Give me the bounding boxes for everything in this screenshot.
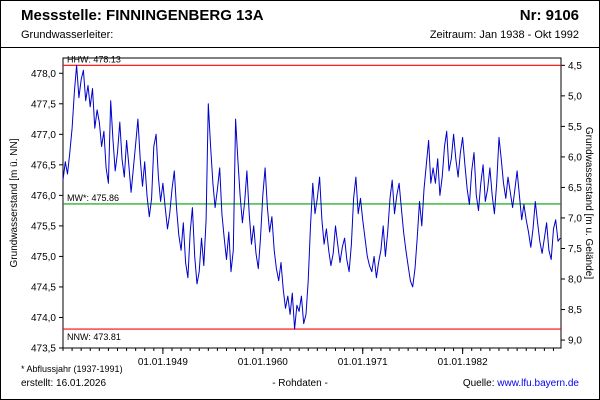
x-tick-label: 01.01.1949 (138, 357, 188, 368)
source-link[interactable]: www.lfu.bayern.de (497, 378, 579, 389)
groundwater-series-line (62, 64, 561, 330)
rohdaten-label: - Rohdaten - (272, 378, 328, 389)
y-right-tick-label: 7,5 (568, 244, 582, 255)
right-axis-title: Grundwasserstand [m u. Gelände] (583, 127, 594, 280)
y-right-tick-label: 5,0 (568, 91, 582, 102)
y-left-tick-label: 475,5 (31, 221, 56, 232)
y-left-tick-label: 476,5 (31, 160, 56, 171)
y-left-tick-label: 473,5 (31, 344, 56, 355)
y-left-tick-label: 477,5 (31, 99, 56, 110)
period-label: Zeitraum: Jan 1938 - Okt 1992 (429, 29, 579, 41)
y-left-tick-label: 476,0 (31, 191, 56, 202)
mw-label: MW*: 475.86 (67, 193, 119, 203)
y-right-tick-label: 4,5 (568, 61, 582, 72)
y-left-tick-label: 477,0 (31, 130, 56, 141)
x-tick-label: 01.01.1971 (338, 357, 388, 368)
source-line: Quelle: www.lfu.bayern.de (463, 378, 579, 389)
x-tick-label: 01.01.1982 (438, 357, 488, 368)
station-number: Nr: 9106 (519, 7, 579, 24)
y-right-tick-label: 8,5 (568, 305, 582, 316)
created-label: erstellt: 16.01.2026 (21, 378, 107, 389)
y-left-tick-label: 474,0 (31, 313, 56, 324)
x-tick-label: 01.01.1960 (238, 357, 288, 368)
y-right-tick-label: 7,0 (568, 213, 582, 224)
plot-border (62, 57, 562, 349)
y-left-tick-label: 474,5 (31, 282, 56, 293)
y-right-tick-label: 5,5 (568, 122, 582, 133)
footnote-abflussjahr: * Abflussjahr (1937-1991) (21, 364, 123, 374)
nnw-label: NNW: 473.81 (67, 332, 121, 342)
y-left-tick-label: 475,0 (31, 252, 56, 263)
source-label: Quelle: (462, 378, 495, 389)
y-left-tick-label: 478,0 (31, 69, 56, 80)
header-divider (1, 47, 599, 48)
left-axis-title: Grundwasserstand [m ü. NN] (9, 138, 20, 267)
y-right-tick-label: 6,5 (568, 183, 582, 194)
y-right-tick-label: 9,0 (568, 336, 582, 347)
y-right-tick-label: 6,0 (568, 152, 582, 163)
aquifer-label: Grundwasserleiter: (21, 29, 114, 41)
station-title: Messstelle: FINNINGENBERG 13A (21, 7, 264, 24)
y-right-tick-label: 8,0 (568, 275, 582, 286)
hhw-label: HHW: 478.13 (67, 54, 121, 64)
